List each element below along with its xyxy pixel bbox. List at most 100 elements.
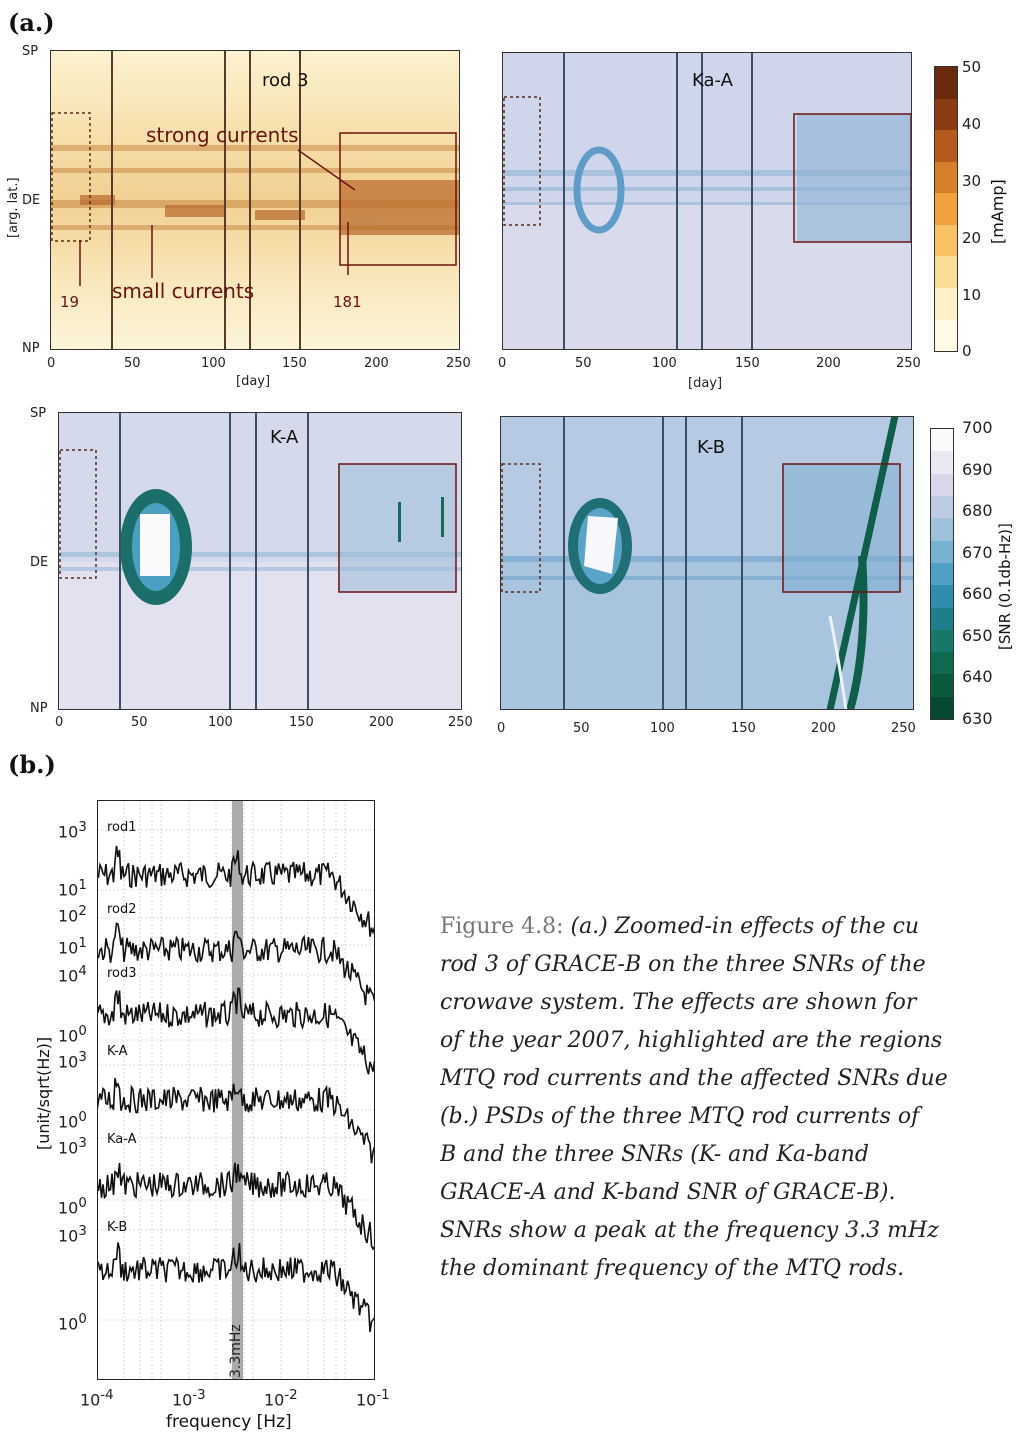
ytick-sp: SP	[22, 44, 38, 59]
cbar-tick: 10	[962, 286, 981, 304]
xtick: 250	[896, 356, 921, 371]
colorbar-segment	[935, 162, 957, 194]
ka-heatmap	[58, 412, 462, 710]
colorbar-segment	[931, 496, 953, 518]
cbar-tick: 650	[962, 626, 993, 645]
colorbar-segment	[931, 674, 953, 696]
colorbar-segment	[935, 225, 957, 257]
psd-ytick: 103	[58, 1224, 87, 1245]
xtick: 200	[364, 356, 389, 371]
psd-ytick: 100	[58, 1196, 87, 1217]
psd-ytick: 104	[58, 964, 87, 985]
cbar-tick: 670	[962, 543, 993, 562]
xtick: 150	[735, 356, 760, 371]
panel-b-label: (b.)	[8, 750, 56, 779]
colorbar-segment	[931, 585, 953, 607]
xtick: 50	[131, 715, 148, 730]
colorbar-segment	[931, 630, 953, 652]
ylabel-lat: [arg. lat.]	[6, 177, 21, 238]
caption-line: SNRs show a peak at the frequency 3.3 mH…	[440, 1212, 1019, 1250]
caption-line: MTQ rod currents and the affected SNRs d…	[440, 1060, 1019, 1098]
colorbar-segment	[931, 652, 953, 674]
xtick: 0	[47, 356, 55, 371]
cbar-tick: 640	[962, 667, 993, 686]
xtick: 200	[811, 721, 836, 736]
colorbar-segment	[931, 429, 953, 451]
figure-caption: Figure 4.8: (a.) Zoomed-in effects of th…	[440, 908, 1019, 1288]
strong-currents-annotation: strong currents	[146, 123, 299, 147]
cbar-tick: 20	[962, 229, 981, 247]
psd-xlabel: frequency [Hz]	[166, 1412, 292, 1432]
curve-label-ka: K-A	[107, 1044, 127, 1059]
xtick: 0	[55, 715, 63, 730]
caption-line: crowave system. The effects are shown fo…	[440, 984, 1019, 1022]
colorbar-segment	[935, 320, 957, 352]
curve-label-kaa: Ka-A	[107, 1132, 137, 1147]
xtick: 150	[289, 715, 314, 730]
xtick: 50	[575, 356, 592, 371]
caption-line: (b.) PSDs of the three MTQ rod currents …	[440, 1098, 1019, 1136]
colorbar-segment	[931, 451, 953, 473]
cbar-tick: 0	[962, 342, 972, 360]
day-19-annotation: 19	[60, 293, 79, 311]
psd-plot	[97, 800, 375, 1380]
curve-label-kb: K-B	[107, 1220, 127, 1235]
ytick-sp: SP	[30, 406, 46, 421]
caption-line: B and the three SNRs (K- and Ka-band	[440, 1136, 1019, 1174]
colorbar-segment	[935, 256, 957, 288]
freq-marker-label: 3.3mHz	[228, 1324, 244, 1378]
current-colorbar-label: [mAmp]	[988, 179, 1007, 244]
ytick-np: NP	[30, 701, 48, 716]
colorbar-segment	[931, 518, 953, 540]
ytick-np: NP	[22, 341, 40, 356]
ytick-de: DE	[30, 555, 48, 570]
xtick: 250	[891, 721, 916, 736]
psd-xtick: 10-4	[80, 1388, 114, 1409]
psd-xtick: 10-1	[356, 1388, 390, 1409]
caption-line: GRACE-A and K-band SNR of GRACE-B).	[440, 1174, 1019, 1212]
colorbar-segment	[931, 697, 953, 719]
snr-colorbar-label: [SNR (0.1db-Hz)]	[996, 523, 1014, 650]
kaa-heatmap	[502, 52, 912, 350]
xtick: 0	[498, 356, 506, 371]
colorbar-segment	[931, 541, 953, 563]
caption-line: the dominant frequency of the MTQ rods.	[440, 1250, 1019, 1288]
colorbar-segment	[931, 474, 953, 496]
snr-colorbar	[930, 428, 954, 720]
cbar-tick: 680	[962, 501, 993, 520]
xtick: 100	[208, 715, 233, 730]
xtick: 150	[731, 721, 756, 736]
colorbar-segment	[935, 288, 957, 320]
caption-line: Figure 4.8: (a.) Zoomed-in effects of th…	[440, 908, 1019, 946]
xtick: 50	[124, 356, 141, 371]
cbar-tick: 690	[962, 460, 993, 479]
psd-ytick: 100	[58, 1312, 87, 1333]
cbar-tick: 50	[962, 58, 981, 76]
psd-ytick: 101	[58, 878, 87, 899]
kb-heatmap	[500, 416, 914, 710]
psd-ytick: 103	[58, 1050, 87, 1071]
colorbar-segment	[931, 563, 953, 585]
curve-label-rod2: rod2	[107, 902, 137, 917]
xtick: 200	[816, 356, 841, 371]
colorbar-segment	[935, 99, 957, 131]
xtick: 250	[446, 356, 471, 371]
panel-a-label: (a.)	[8, 8, 55, 37]
kb-title: K-B	[697, 437, 725, 458]
cbar-tick: 630	[962, 709, 993, 728]
xtick: 100	[652, 356, 677, 371]
xtick: 150	[282, 356, 307, 371]
psd-ytick: 102	[58, 904, 87, 925]
caption-line: of the year 2007, highlighted are the re…	[440, 1022, 1019, 1060]
curve-label-rod1: rod1	[107, 820, 137, 835]
psd-xtick: 10-2	[264, 1388, 298, 1409]
xtick: 100	[201, 356, 226, 371]
colorbar-segment	[935, 193, 957, 225]
cbar-tick: 40	[962, 115, 981, 133]
rod3-heatmap	[50, 50, 460, 350]
psd-ytick: 100	[58, 1024, 87, 1045]
caption-number: Figure 4.8:	[440, 914, 563, 939]
small-currents-annotation: small currents	[112, 279, 254, 303]
colorbar-segment	[935, 130, 957, 162]
rod3-title: rod 3	[262, 70, 309, 91]
